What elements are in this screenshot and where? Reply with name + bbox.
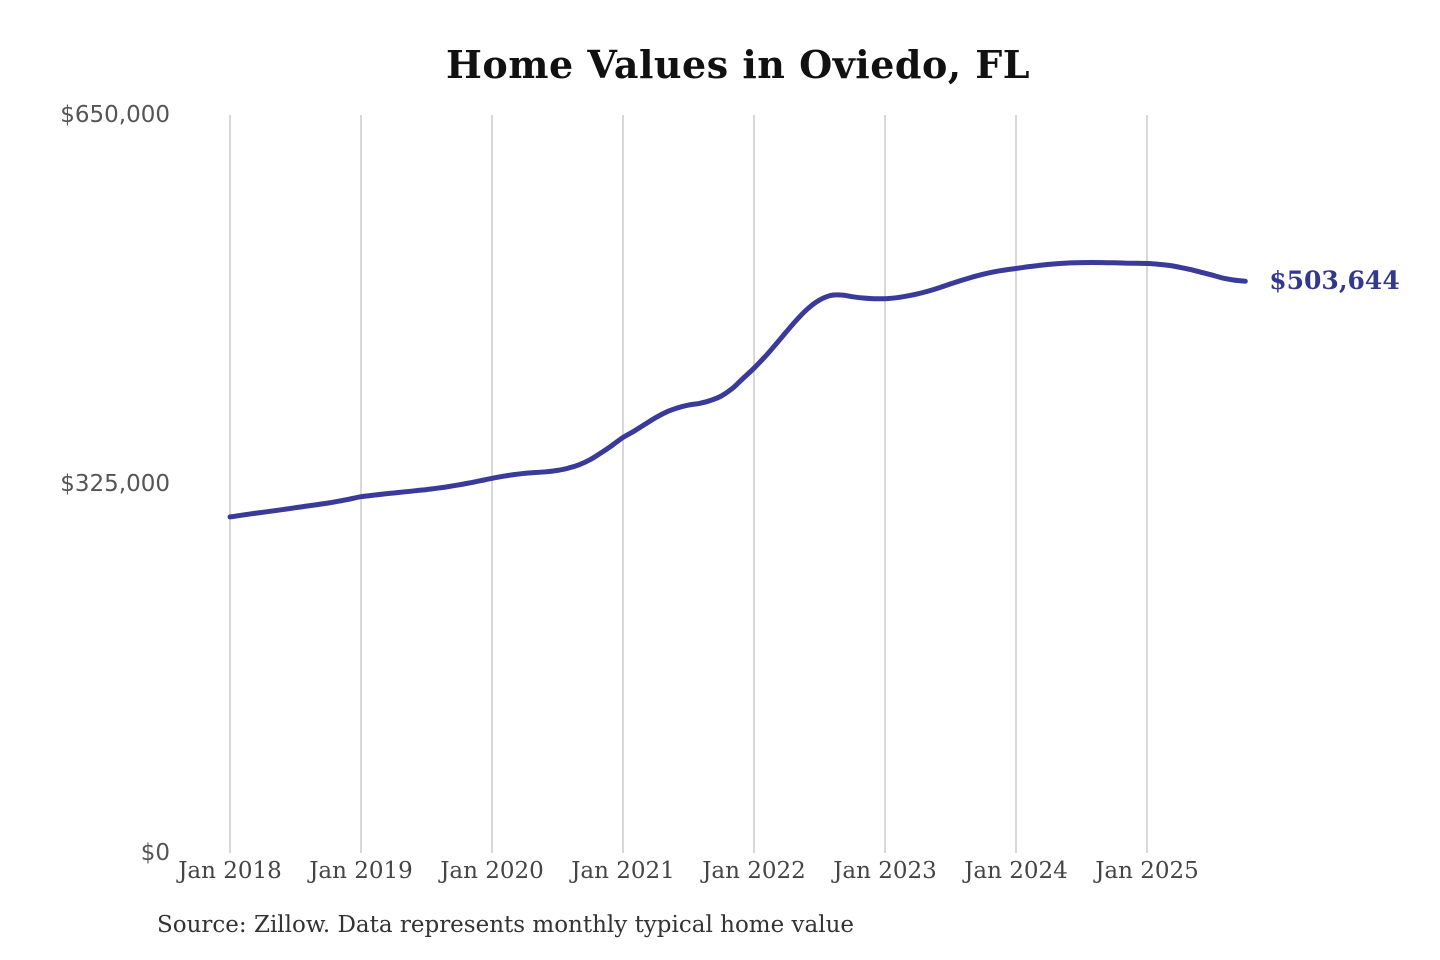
x-axis-labels: Jan 2018 Jan 2019 Jan 2020 Jan 2021 Jan 2022… [0, 856, 1440, 892]
source-note: Source: Zillow. Data represents monthly … [157, 912, 855, 938]
y-axis-labels: $650,000 $325,000 $0 [0, 0, 172, 960]
x-axis-tick-label: Jan 2020 [440, 858, 544, 884]
x-axis-tick-label: Jan 2024 [964, 858, 1068, 884]
x-axis-tick-label: Jan 2019 [309, 858, 413, 884]
series-end-value-label: $503,644 [1269, 266, 1400, 296]
x-axis-tick-label: Jan 2023 [833, 858, 937, 884]
y-axis-tick-label: $650,000 [60, 102, 170, 128]
x-axis-tick-label: Jan 2018 [178, 858, 282, 884]
x-axis-tick-label: Jan 2022 [702, 858, 806, 884]
x-axis-tick-label: Jan 2025 [1095, 858, 1199, 884]
home-value-line [227, 260, 1248, 520]
y-axis-tick-label: $0 [140, 840, 170, 866]
chart-title: Home Values in Oviedo, FL [445, 42, 1030, 87]
y-axis-tick-label: $325,000 [60, 471, 170, 497]
x-axis-tick-label: Jan 2021 [571, 858, 675, 884]
